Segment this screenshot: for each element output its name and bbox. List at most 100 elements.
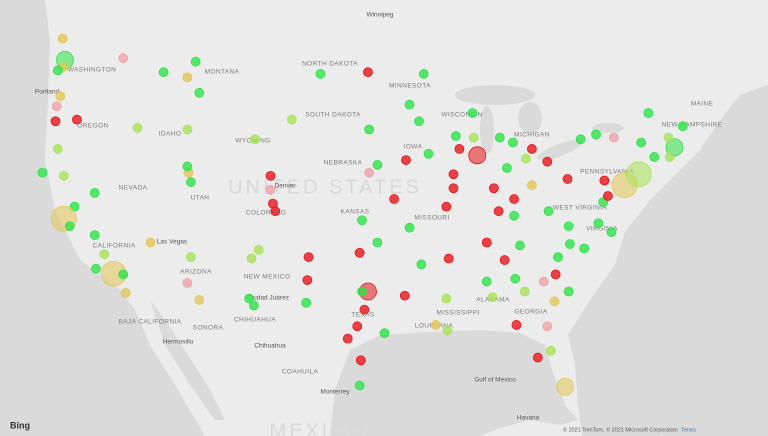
location-marker bbox=[89, 230, 100, 241]
location-marker bbox=[526, 180, 537, 191]
location-marker bbox=[55, 91, 66, 102]
location-marker bbox=[643, 108, 654, 118]
location-marker bbox=[450, 131, 461, 141]
location-marker bbox=[494, 132, 505, 143]
location-marker bbox=[182, 72, 193, 83]
place-label: Chihuahua bbox=[254, 343, 286, 350]
location-marker bbox=[265, 170, 276, 181]
location-marker bbox=[448, 183, 459, 194]
location-marker bbox=[563, 221, 574, 232]
location-marker bbox=[301, 297, 312, 308]
state-label: NEW HAMPSHIRE bbox=[662, 122, 723, 129]
location-marker bbox=[99, 249, 110, 260]
attribution: © 2021 TomTom, © 2021 Microsoft Corporat… bbox=[563, 426, 678, 433]
location-marker bbox=[579, 243, 590, 254]
location-marker bbox=[287, 114, 297, 125]
location-marker bbox=[158, 67, 169, 78]
place-label: Ciudad Juárez bbox=[247, 295, 289, 302]
location-marker bbox=[51, 101, 62, 112]
location-marker bbox=[71, 114, 82, 125]
location-marker bbox=[591, 129, 601, 140]
location-marker bbox=[441, 201, 452, 212]
location-marker bbox=[538, 276, 549, 287]
state-label: MINNESOTA bbox=[389, 83, 431, 90]
state-label: MONTANA bbox=[205, 69, 240, 76]
location-marker bbox=[118, 269, 129, 280]
location-marker bbox=[194, 87, 205, 98]
state-label: IOWA bbox=[404, 144, 423, 151]
location-marker bbox=[493, 206, 504, 217]
location-marker bbox=[355, 355, 366, 366]
lake-huron bbox=[518, 102, 542, 134]
place-label: Hermosillo bbox=[163, 339, 194, 346]
location-marker bbox=[182, 161, 193, 172]
location-marker bbox=[423, 148, 434, 159]
location-marker bbox=[502, 163, 512, 173]
location-marker bbox=[253, 244, 264, 255]
location-marker bbox=[599, 175, 610, 186]
location-marker bbox=[265, 184, 276, 195]
location-marker bbox=[532, 352, 543, 363]
state-label: COAHUILA bbox=[282, 369, 319, 376]
state-label: WASHINGTON bbox=[68, 67, 116, 74]
location-marker bbox=[270, 206, 281, 217]
location-marker bbox=[401, 155, 411, 165]
state-label: OREGON bbox=[77, 123, 108, 130]
location-marker bbox=[467, 108, 478, 118]
location-marker bbox=[52, 144, 63, 154]
location-marker bbox=[481, 237, 492, 248]
location-marker bbox=[521, 153, 531, 164]
location-marker bbox=[145, 237, 156, 248]
state-label: CALIFORNIA bbox=[92, 243, 135, 250]
terms-link[interactable]: Terms bbox=[681, 427, 696, 433]
location-marker bbox=[248, 300, 259, 311]
country-label: UNITED STATES bbox=[228, 176, 422, 198]
place-label: Gulf of Mexico bbox=[474, 377, 516, 384]
state-label: SOUTH DAKOTA bbox=[305, 112, 361, 119]
place-label: Havana bbox=[517, 415, 540, 422]
country-label: MEXICO bbox=[270, 420, 367, 436]
location-marker bbox=[354, 247, 365, 258]
location-marker bbox=[507, 137, 518, 148]
location-marker bbox=[550, 269, 561, 280]
location-marker bbox=[454, 144, 465, 154]
lake-superior bbox=[455, 85, 535, 105]
location-marker bbox=[603, 191, 613, 201]
location-marker bbox=[372, 159, 383, 170]
state-label: BAJA CALIFORNIA bbox=[119, 319, 182, 326]
location-marker bbox=[363, 67, 373, 78]
state-label: IDAHO bbox=[159, 131, 182, 138]
location-marker bbox=[186, 177, 196, 187]
location-marker bbox=[509, 194, 519, 204]
location-marker bbox=[357, 215, 367, 226]
location-marker bbox=[515, 240, 525, 251]
location-marker bbox=[90, 263, 101, 274]
location-marker bbox=[468, 146, 487, 165]
state-label: UTAH bbox=[191, 195, 210, 202]
location-marker bbox=[244, 293, 255, 304]
location-marker bbox=[448, 169, 459, 180]
place-label: Las Vegas bbox=[157, 239, 188, 246]
location-marker bbox=[404, 99, 415, 110]
location-marker bbox=[315, 69, 326, 79]
location-marker bbox=[499, 255, 510, 265]
location-marker bbox=[342, 333, 353, 344]
location-marker bbox=[364, 124, 375, 135]
gulf-of-california bbox=[150, 300, 225, 420]
location-marker bbox=[663, 132, 674, 143]
location-marker bbox=[565, 239, 575, 249]
location-marker bbox=[481, 276, 492, 287]
gulf-of-mexico bbox=[330, 330, 578, 436]
state-label: TEXAS bbox=[351, 312, 375, 319]
location-marker bbox=[430, 320, 441, 330]
location-marker bbox=[677, 121, 688, 132]
location-marker bbox=[50, 116, 61, 127]
location-marker bbox=[556, 377, 575, 396]
state-label: NEBRASKA bbox=[324, 160, 363, 167]
location-marker bbox=[636, 137, 647, 148]
location-marker bbox=[37, 167, 48, 178]
state-label: NEW MEXICO bbox=[244, 274, 291, 281]
location-marker bbox=[250, 134, 260, 145]
state-label: MAINE bbox=[691, 101, 714, 108]
